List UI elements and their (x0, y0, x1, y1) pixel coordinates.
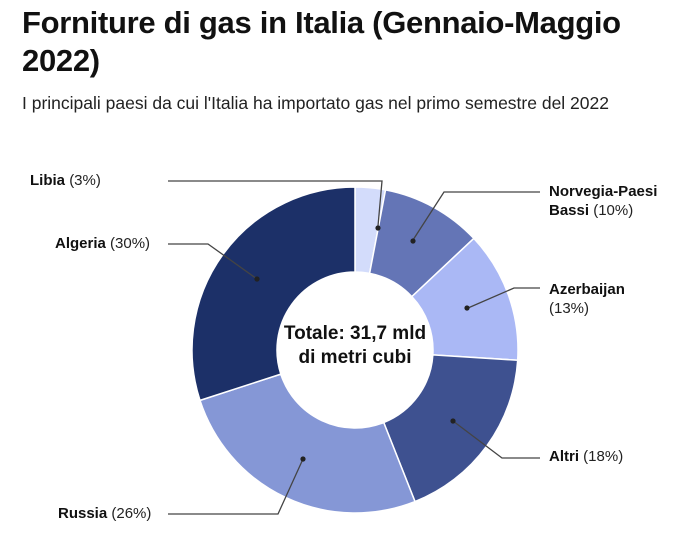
donut-slices (191, 186, 519, 514)
label-algeria: Algeria (30%) (55, 234, 150, 253)
callout-dots (254, 225, 470, 462)
label-libia-name: Libia (30, 172, 66, 189)
label-norvegia-name: Norvegia-Paesi (549, 183, 658, 200)
center-total-line1: Totale: 31,7 mld (283, 323, 427, 344)
chart-title: Forniture di gas in Italia (Gennaio-Magg… (22, 5, 621, 78)
slice-altri (382, 354, 519, 503)
label-altri-pct: (18%) (583, 448, 624, 465)
chart-subtitle: I principali paesi da cui l'Italia ha im… (22, 93, 609, 113)
label-russia-pct: (26%) (111, 505, 152, 522)
label-algeria-name: Algeria (55, 235, 106, 252)
label-azerbaijan-name: Azerbaijan (549, 281, 625, 298)
label-azerbaijan-pct: (13%) (549, 300, 590, 317)
label-norvegia: Norvegia-Paesi Bassi (10%) (549, 182, 657, 220)
label-norvegia-name2: Bassi (549, 202, 590, 219)
label-libia-pct: (3%) (69, 172, 101, 189)
label-norvegia-pct: (10%) (593, 202, 634, 219)
label-algeria-pct: (30%) (110, 235, 151, 252)
center-total-label: Totale: 31,7 mld di metri cubi (255, 322, 455, 370)
label-libia: Libia (3%) (30, 171, 101, 190)
center-total-line2: di metri cubi (298, 347, 412, 368)
slice-russia (199, 373, 416, 514)
label-russia: Russia (26%) (58, 504, 151, 523)
label-altri: Altri (18%) (549, 447, 623, 466)
callout-lines (168, 180, 540, 515)
slice-algeria (191, 186, 356, 402)
label-russia-name: Russia (58, 505, 108, 522)
label-altri-name: Altri (549, 448, 579, 465)
label-azerbaijan: Azerbaijan (13%) (549, 280, 625, 318)
